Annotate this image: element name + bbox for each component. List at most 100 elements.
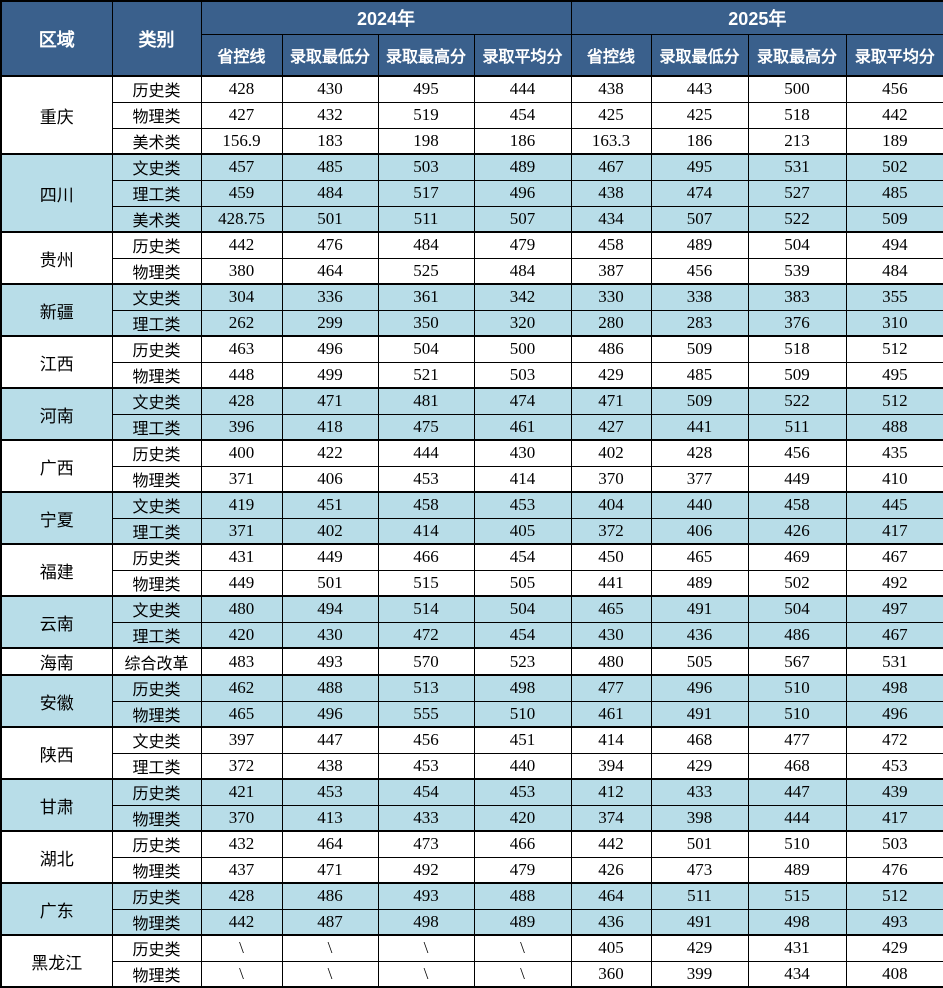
- score-cell: 570: [377, 647, 475, 676]
- score-cell: 434: [570, 205, 652, 233]
- score-cell: 451: [473, 726, 572, 754]
- score-cell: 502: [845, 153, 943, 181]
- score-cell: 429: [650, 752, 749, 780]
- score-cell: 555: [377, 700, 475, 728]
- score-cell: 473: [377, 830, 475, 858]
- score-cell: 444: [377, 439, 475, 467]
- score-cell: 383: [747, 283, 847, 311]
- score-cell: 430: [570, 621, 652, 649]
- region-cell: 安徽: [0, 674, 113, 728]
- score-cell: 441: [570, 569, 652, 597]
- col-header-2025-sub-3: 录取平均分: [845, 33, 943, 77]
- table-row: 贵州 历史类 442 476 484 479 458 489 504 494: [0, 231, 943, 285]
- category-cell: 美术类: [111, 127, 202, 155]
- score-cell: 474: [473, 387, 572, 415]
- score-cell: 485: [650, 361, 749, 389]
- score-cell: 465: [650, 543, 749, 571]
- score-cell: 491: [650, 595, 749, 623]
- category-cell: 文史类: [111, 491, 202, 519]
- score-cell: 509: [650, 387, 749, 415]
- score-cell: 428: [200, 75, 283, 103]
- table-body: 重庆 历史类 428 430 495 444 438 443 500 456 物理类 427 432 51…: [0, 75, 943, 988]
- score-cell: 457: [200, 153, 283, 181]
- col-header-2025-sub-1: 录取最低分: [650, 33, 749, 77]
- score-cell: 430: [281, 621, 379, 649]
- table-row: 河南 文史类 428 471 481 474 471 509 522 512: [0, 387, 943, 441]
- score-cell: 320: [473, 309, 572, 337]
- score-cell: 464: [281, 830, 379, 858]
- score-cell: 485: [845, 179, 943, 207]
- score-cell: 507: [650, 205, 749, 233]
- score-cell: 492: [377, 856, 475, 884]
- category-cell: 综合改革: [111, 647, 202, 676]
- score-cell: 406: [650, 517, 749, 545]
- score-cell: 507: [473, 205, 572, 233]
- score-cell: 432: [200, 830, 283, 858]
- score-cell: 454: [377, 778, 475, 806]
- category-cell: 理工类: [111, 309, 202, 337]
- score-cell: 456: [650, 257, 749, 285]
- score-cell: 429: [845, 934, 943, 962]
- category-cell: 文史类: [111, 283, 202, 311]
- score-cell: 442: [845, 101, 943, 129]
- table-row: 湖北 历史类 432 464 473 466 442 501 510 503: [0, 830, 943, 884]
- score-cell: 522: [747, 205, 847, 233]
- score-cell: 432: [281, 101, 379, 129]
- score-cell: 498: [473, 674, 572, 702]
- score-cell: 473: [650, 856, 749, 884]
- col-header-region: 区域: [0, 0, 113, 77]
- score-cell: 442: [200, 908, 283, 936]
- category-cell: 历史类: [111, 543, 202, 571]
- score-cell: 372: [200, 752, 283, 780]
- score-cell: 450: [570, 543, 652, 571]
- score-cell: 396: [200, 413, 283, 441]
- score-cell: 350: [377, 309, 475, 337]
- score-cell: 445: [845, 491, 943, 519]
- table-row: 理工类 420 430 472 454 430 436 486 467: [1, 621, 943, 649]
- score-cell: 380: [200, 257, 283, 285]
- score-cell: 485: [281, 153, 379, 181]
- score-cell: 467: [845, 543, 943, 571]
- region-cell: 云南: [0, 595, 113, 649]
- table-row: 重庆 历史类 428 430 495 444 438 443 500 456: [0, 75, 943, 155]
- region-cell: 海南: [0, 647, 113, 676]
- category-cell: 文史类: [111, 387, 202, 415]
- table-row: 陕西 文史类 397 447 456 451 414 468 477 472: [0, 726, 943, 780]
- table-row: 理工类 396 418 475 461 427 441 511 488: [1, 413, 943, 441]
- score-cell: 419: [200, 491, 283, 519]
- category-cell: 历史类: [111, 882, 202, 910]
- score-cell: 521: [377, 361, 475, 389]
- score-cell: 481: [377, 387, 475, 415]
- score-cell: 503: [473, 361, 572, 389]
- score-cell: 504: [473, 595, 572, 623]
- score-cell: 444: [473, 75, 572, 103]
- score-cell: 342: [473, 283, 572, 311]
- score-cell: 412: [570, 778, 652, 806]
- score-cell: 454: [473, 101, 572, 129]
- score-cell: 501: [650, 830, 749, 858]
- score-cell: 494: [281, 595, 379, 623]
- score-cell: 466: [377, 543, 475, 571]
- score-cell: 495: [845, 361, 943, 389]
- score-cell: 499: [281, 361, 379, 389]
- category-cell: 物理类: [111, 700, 202, 728]
- score-cell: 420: [473, 804, 572, 832]
- score-cell: 509: [845, 205, 943, 233]
- score-cell: 444: [747, 804, 847, 832]
- score-cell: 283: [650, 309, 749, 337]
- score-cell: 523: [473, 647, 572, 676]
- score-cell: 496: [281, 335, 379, 363]
- score-cell: 486: [570, 335, 652, 363]
- score-cell: \: [281, 960, 379, 988]
- score-cell: 402: [570, 439, 652, 467]
- score-cell: 427: [200, 101, 283, 129]
- score-cell: 486: [747, 621, 847, 649]
- col-header-2024-sub-2: 录取最高分: [377, 33, 475, 77]
- score-cell: 434: [747, 960, 847, 988]
- score-cell: 387: [570, 257, 652, 285]
- score-cell: 189: [845, 127, 943, 155]
- score-cell: 456: [377, 726, 475, 754]
- col-header-2024-sub-3: 录取平均分: [473, 33, 572, 77]
- score-cell: 427: [570, 413, 652, 441]
